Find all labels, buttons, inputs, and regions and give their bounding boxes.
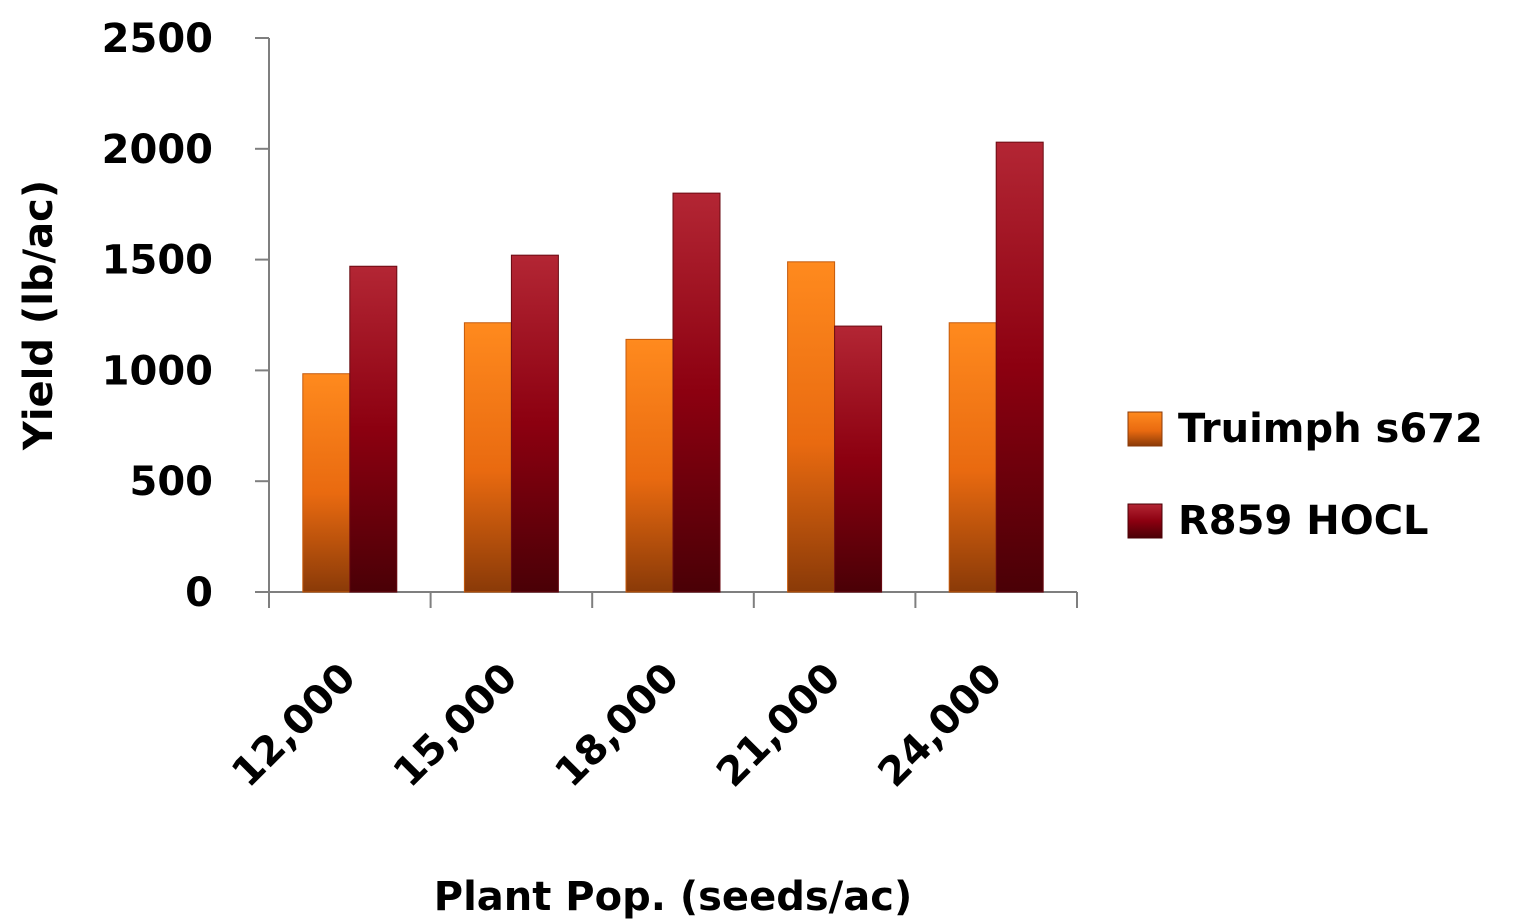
y-tick-label: 1000 <box>102 348 213 394</box>
bar-series-2 <box>672 192 721 593</box>
x-tick-label: 18,000 <box>546 655 688 797</box>
bar-series-1 <box>787 261 836 593</box>
y-tick-label: 2500 <box>102 16 213 62</box>
legend-label: R859 HOCL <box>1178 498 1429 544</box>
y-tick-label: 2000 <box>102 127 213 173</box>
legend: Truimph s672 R859 HOCL <box>1127 406 1483 544</box>
y-tick-label: 0 <box>185 570 213 616</box>
x-tick-labels: 12,000 15,000 18,000 21,000 24,000 <box>223 592 1078 797</box>
bar-series-1 <box>625 338 674 593</box>
bar-series-1 <box>302 373 351 593</box>
legend-label: Truimph s672 <box>1178 406 1483 452</box>
bar-series-2 <box>995 141 1044 593</box>
x-tick-label: 21,000 <box>708 655 850 797</box>
bar-series-2 <box>349 265 398 593</box>
bar-series-2 <box>510 254 559 593</box>
y-tick-label: 500 <box>130 459 214 505</box>
bar-series-2 <box>834 325 883 593</box>
y-tick-labels: 0 500 1000 1500 2000 2500 <box>102 16 269 616</box>
y-axis-title: Yield (lb/ac) <box>16 180 62 451</box>
x-tick-label: 12,000 <box>223 655 365 797</box>
y-tick-label: 1500 <box>102 238 213 284</box>
bar-series-1 <box>948 322 997 593</box>
legend-swatch <box>1127 411 1163 447</box>
x-tick-label: 15,000 <box>385 655 527 797</box>
bar-series-1 <box>463 322 512 593</box>
bars <box>302 141 1044 593</box>
legend-swatch <box>1127 503 1163 539</box>
x-tick-label: 24,000 <box>870 655 1012 797</box>
x-axis-title: Plant Pop. (seeds/ac) <box>434 874 912 920</box>
